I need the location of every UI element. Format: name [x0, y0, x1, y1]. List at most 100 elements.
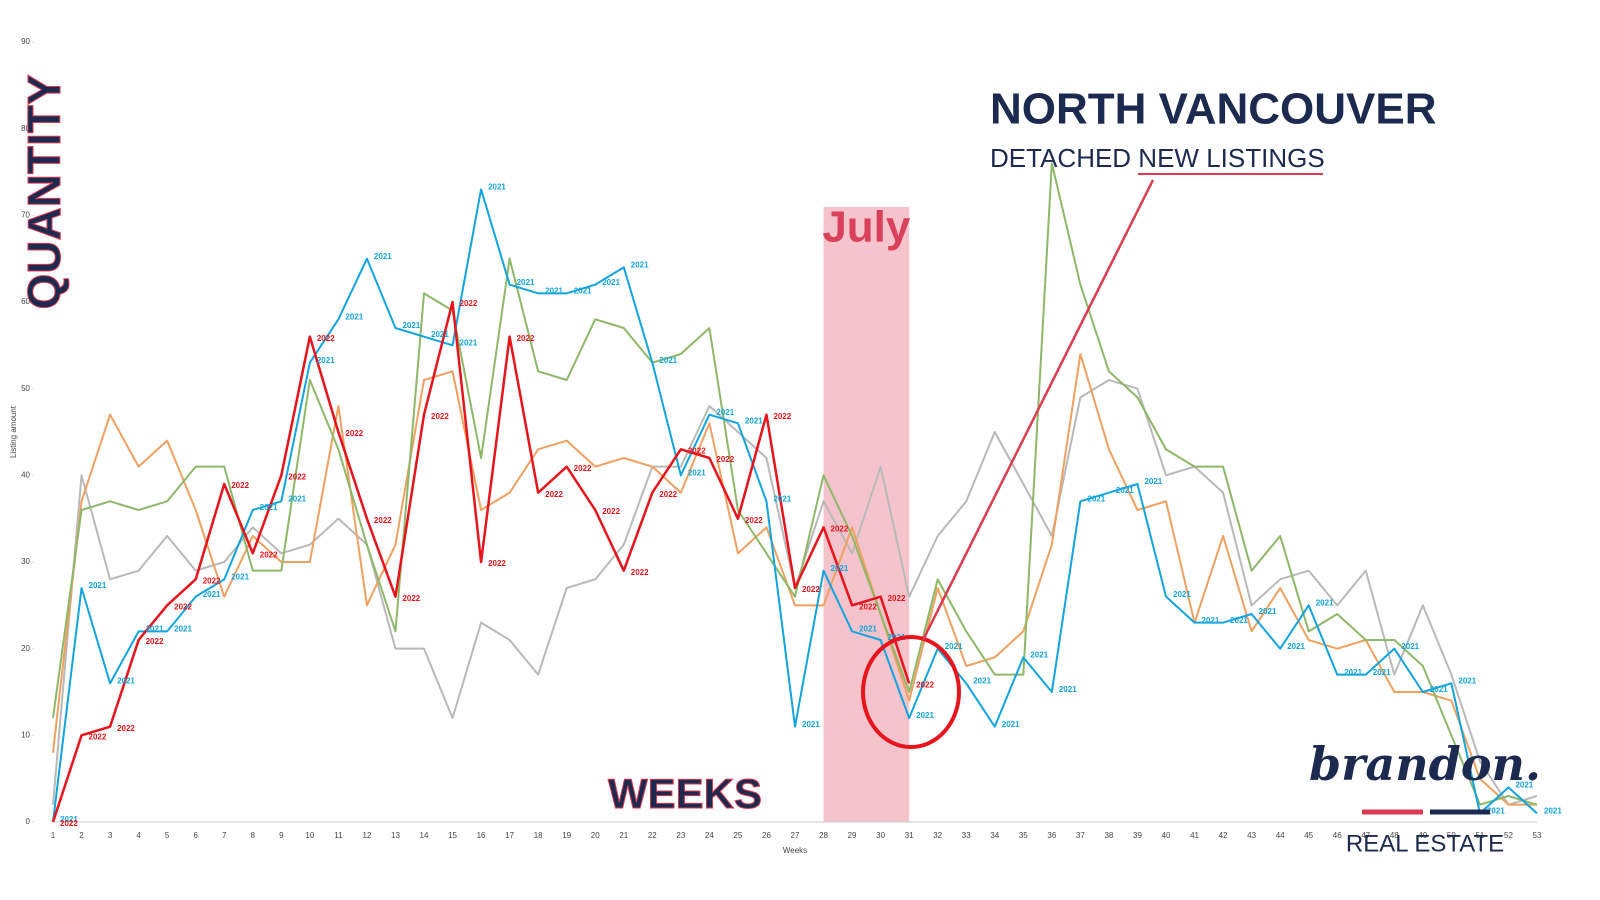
x-tick-label: 44	[1276, 831, 1285, 840]
data-label: 2022	[631, 568, 649, 577]
y-tick-label: 40	[21, 470, 30, 479]
series-line	[52, 162, 1538, 806]
data-label: 2021	[203, 590, 221, 599]
data-label: 2021	[1116, 486, 1134, 495]
x-tick-label: 4	[136, 831, 141, 840]
x-tick-label: 22	[648, 831, 657, 840]
x-tick-label: 12	[362, 831, 371, 840]
data-label: 2021	[1002, 720, 1020, 729]
data-label: 2021	[574, 286, 592, 295]
data-label: 2022	[89, 732, 107, 741]
x-tick-label: 13	[391, 831, 400, 840]
series-line	[52, 353, 1537, 806]
data-label: 2022	[374, 516, 392, 525]
data-label: 2021	[174, 624, 192, 633]
data-label: 2021	[745, 416, 763, 425]
data-label: 2021	[1487, 806, 1505, 815]
data-label: 2021	[260, 503, 278, 512]
focus-circle	[861, 635, 961, 749]
x-tick-label: 36	[1047, 831, 1056, 840]
chart-subtitle: DETACHED NEW LISTINGS	[990, 143, 1325, 173]
x-tick-label: 26	[762, 831, 771, 840]
x-tick-label: 52	[1504, 831, 1513, 840]
x-tick-label: 32	[933, 831, 942, 840]
data-label: 2022	[431, 412, 449, 421]
x-tick-label: 51	[1475, 831, 1484, 840]
data-label: 2022	[203, 576, 221, 585]
y-annotation: QUANTITY	[18, 74, 70, 309]
series-line	[51, 300, 911, 823]
x-tick-label: 38	[1104, 831, 1113, 840]
x-tick-label: 21	[619, 831, 628, 840]
data-label: 2021	[1259, 607, 1277, 616]
data-label: 2022	[146, 637, 164, 646]
data-label: 2022	[802, 585, 820, 594]
data-label: 2021	[1173, 590, 1191, 599]
x-tick-label: 48	[1390, 831, 1399, 840]
data-label: 2022	[345, 429, 363, 438]
y-tick-label: 80	[21, 124, 30, 133]
data-label: 2021	[659, 356, 677, 365]
x-tick-label: 5	[165, 831, 170, 840]
x-tick-label: 33	[962, 831, 971, 840]
x-tick-label: 10	[305, 831, 314, 840]
data-label: 2022	[574, 464, 592, 473]
data-label: 2022	[773, 412, 791, 421]
data-label: 2021	[1544, 806, 1562, 815]
x-tick-label: 19	[562, 831, 571, 840]
x-tick-label: 20	[591, 831, 600, 840]
data-label: 2021	[60, 815, 78, 824]
x-tick-label: 45	[1304, 831, 1313, 840]
x-tick-label: 15	[448, 831, 457, 840]
data-label: 2021	[916, 711, 934, 720]
data-label: 2021	[831, 564, 849, 573]
x-tick-label: 18	[534, 831, 543, 840]
data-label: 2021	[1230, 616, 1248, 625]
x-tick-label: 31	[905, 831, 914, 840]
data-label: 2022	[831, 524, 849, 533]
brand-name: brandon.	[1309, 737, 1541, 791]
data-label: 2021	[802, 720, 820, 729]
chart-title: NORTH VANCOUVER	[990, 85, 1437, 134]
data-label: 2021	[317, 356, 335, 365]
data-label: 2022	[231, 481, 249, 490]
data-label: 2022	[317, 334, 335, 343]
data-label: 2021	[859, 624, 877, 633]
data-label: 2022	[460, 299, 478, 308]
data-label: 2022	[260, 550, 278, 559]
x-tick-label: 39	[1133, 831, 1142, 840]
x-tick-label: 14	[420, 831, 429, 840]
x-tick-label: 25	[733, 831, 742, 840]
data-label: 2022	[60, 819, 78, 828]
x-tick-label: 8	[251, 831, 256, 840]
x-tick-label: 23	[676, 831, 685, 840]
data-label: 2021	[1373, 668, 1391, 677]
x-tick-label: 3	[108, 831, 113, 840]
data-label: 2021	[945, 642, 963, 651]
data-label: 2021	[488, 182, 506, 191]
data-label: 2021	[231, 572, 249, 581]
y-tick-label: 10	[21, 730, 30, 739]
x-tick-label: 47	[1361, 831, 1370, 840]
data-label: 2022	[602, 507, 620, 516]
x-tick-label: 49	[1418, 831, 1427, 840]
y-tick-label: 30	[21, 557, 30, 566]
data-label: 2021	[460, 338, 478, 347]
data-label: 2022	[545, 490, 563, 499]
y-tick-label: 70	[21, 210, 30, 219]
x-tick-label: 29	[848, 831, 857, 840]
x-axis-title: Weeks	[783, 846, 807, 855]
x-tick-label: 37	[1076, 831, 1085, 840]
y-axis-title: Listing amount	[9, 405, 18, 458]
data-label: 2021	[1430, 685, 1448, 694]
data-label: 2021	[545, 286, 563, 295]
x-tick-label: 28	[819, 831, 828, 840]
data-label: 2021	[1287, 642, 1305, 651]
x-tick-label: 11	[334, 831, 343, 840]
x-tick-label: 30	[876, 831, 885, 840]
y-tick-label: 50	[21, 384, 30, 393]
arrow	[921, 179, 1155, 641]
data-label: 2021	[402, 321, 420, 330]
data-label: 2021	[1458, 676, 1476, 685]
